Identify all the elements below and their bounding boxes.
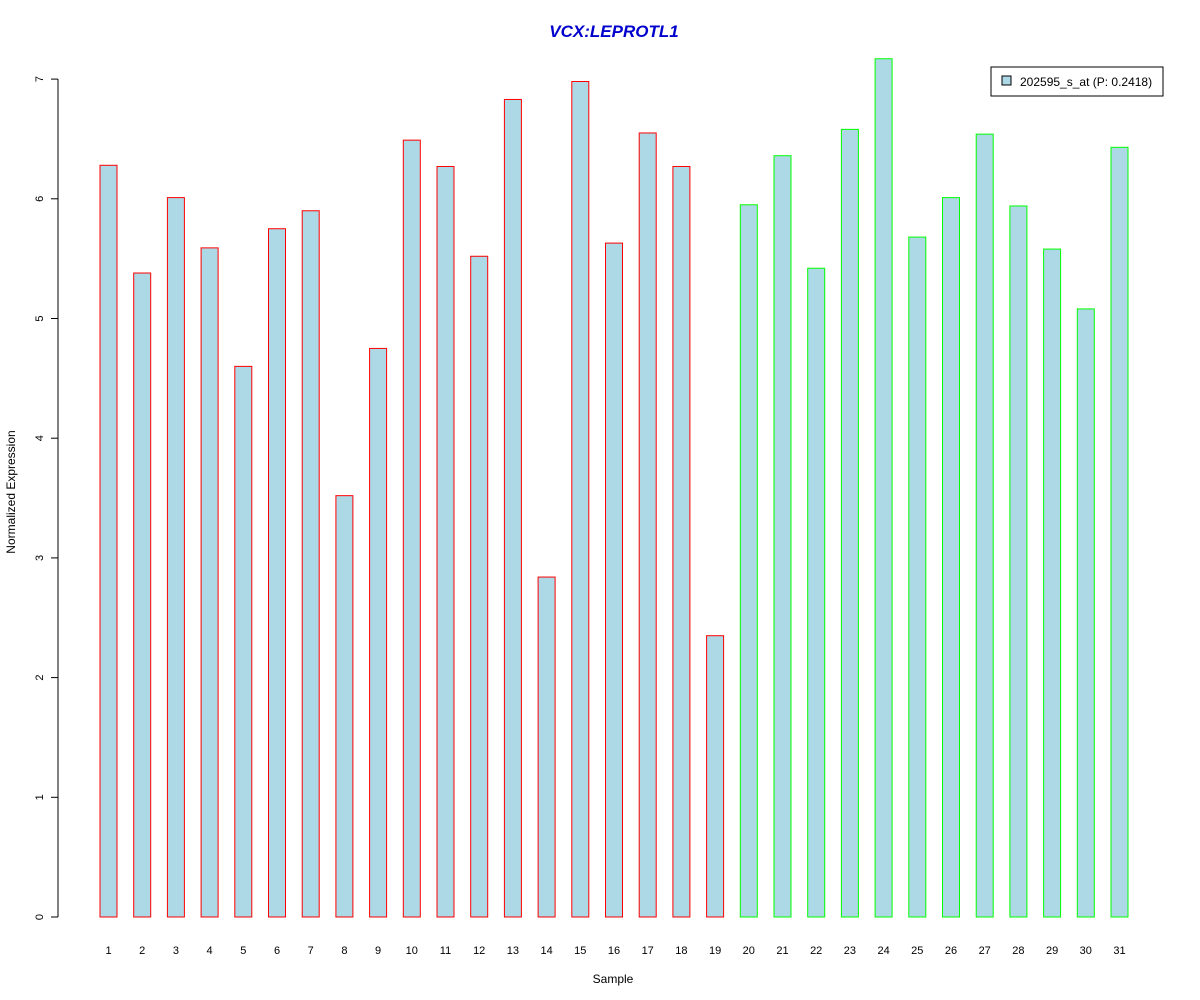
legend-label: 202595_s_at (P: 0.2418): [1020, 75, 1152, 89]
bar-sample-20: [739, 204, 758, 918]
x-tick-label: 18: [675, 945, 687, 957]
x-tick-label: 31: [1113, 945, 1125, 957]
x-tick-label: 26: [945, 945, 957, 957]
y-tick-label: 6: [34, 196, 46, 202]
bar-sample-13: [503, 98, 522, 918]
y-axis-label: Normalized Expression: [4, 430, 18, 553]
x-tick-label: 10: [406, 945, 418, 957]
x-tick-label: 19: [709, 945, 721, 957]
bar-sample-18: [672, 165, 691, 918]
x-tick-label: 9: [375, 945, 381, 957]
x-tick-label: 6: [274, 945, 280, 957]
bars: [99, 58, 1129, 918]
x-tick-label: 7: [308, 945, 314, 957]
x-tick-label: 23: [844, 945, 856, 957]
bar-sample-6: [268, 228, 286, 918]
x-tick-label: 12: [473, 945, 485, 957]
y-tick-label: 1: [34, 794, 46, 800]
x-tick-labels: 1 2 3 4 5 6 7 8 9 10 11 12 13 14 15 16 17 18 19 20 21 22 23 24 2…: [105, 945, 1125, 957]
x-tick-label: 16: [608, 945, 620, 957]
bar-sample-15: [571, 80, 590, 918]
x-tick-label: 4: [207, 945, 213, 957]
bar-sample-1: [99, 164, 118, 918]
bar-sample-25: [908, 236, 927, 918]
y-tick-label: 4: [34, 435, 46, 441]
bar-sample-9: [369, 347, 388, 918]
x-tick-label: 28: [1012, 945, 1024, 957]
bar-sample-3: [166, 197, 185, 918]
bar-sample-4: [200, 247, 219, 918]
bar-sample-5: [234, 365, 253, 918]
x-tick-label: 3: [173, 945, 179, 957]
x-tick-label: 8: [341, 945, 347, 957]
bar-sample-2: [133, 272, 152, 918]
bar-sample-19: [706, 635, 725, 918]
x-tick-label: 2: [139, 945, 145, 957]
x-tick-label: 5: [240, 945, 246, 957]
bar-sample-16: [605, 242, 623, 918]
x-tick-label: 1: [105, 945, 111, 957]
bar-sample-7: [301, 210, 320, 918]
bar-sample-30: [1076, 308, 1095, 918]
x-tick-label: 25: [911, 945, 923, 957]
x-tick-label: 29: [1046, 945, 1058, 957]
y-axis: 0 1 2 3 4 5 6 7: [34, 76, 59, 920]
bar-sample-24: [874, 58, 893, 918]
bar-sample-12: [470, 255, 489, 918]
y-tick-label: 2: [34, 675, 46, 681]
x-tick-label: 24: [877, 945, 889, 957]
x-tick-label: 11: [440, 945, 451, 957]
bar-sample-8: [335, 495, 354, 918]
y-tick-label: 5: [34, 315, 46, 321]
x-tick-label: 17: [642, 945, 654, 957]
bar-sample-11: [436, 165, 455, 918]
chart-title: VCX:LEPROTL1: [549, 22, 678, 41]
bar-sample-26: [942, 197, 960, 918]
bar-sample-17: [638, 132, 657, 918]
y-tick-label: 7: [34, 76, 46, 82]
y-tick-label: 0: [34, 914, 46, 920]
x-tick-label: 15: [574, 945, 586, 957]
x-tick-label: 13: [507, 945, 519, 957]
bar-sample-21: [773, 155, 792, 918]
x-tick-label: 22: [810, 945, 822, 957]
legend-box: [990, 66, 1164, 97]
x-tick-label: 20: [743, 945, 755, 957]
bar-sample-22: [807, 267, 826, 918]
x-axis-label: Sample: [593, 972, 634, 986]
bar-sample-23: [840, 128, 859, 918]
y-tick-label: 3: [34, 555, 46, 561]
bar-sample-28: [1009, 205, 1028, 918]
x-tick-label: 21: [776, 945, 788, 957]
legend-swatch: [1001, 75, 1012, 86]
bar-sample-14: [537, 576, 556, 918]
bar-sample-10: [402, 139, 421, 918]
x-tick-label: 14: [540, 945, 552, 957]
legend: 202595_s_at (P: 0.2418): [990, 66, 1164, 97]
x-tick-label: 30: [1080, 945, 1092, 957]
bar-sample-27: [975, 133, 994, 918]
bar-sample-31: [1110, 146, 1129, 918]
bar-sample-29: [1043, 248, 1062, 918]
x-tick-label: 27: [979, 945, 991, 957]
